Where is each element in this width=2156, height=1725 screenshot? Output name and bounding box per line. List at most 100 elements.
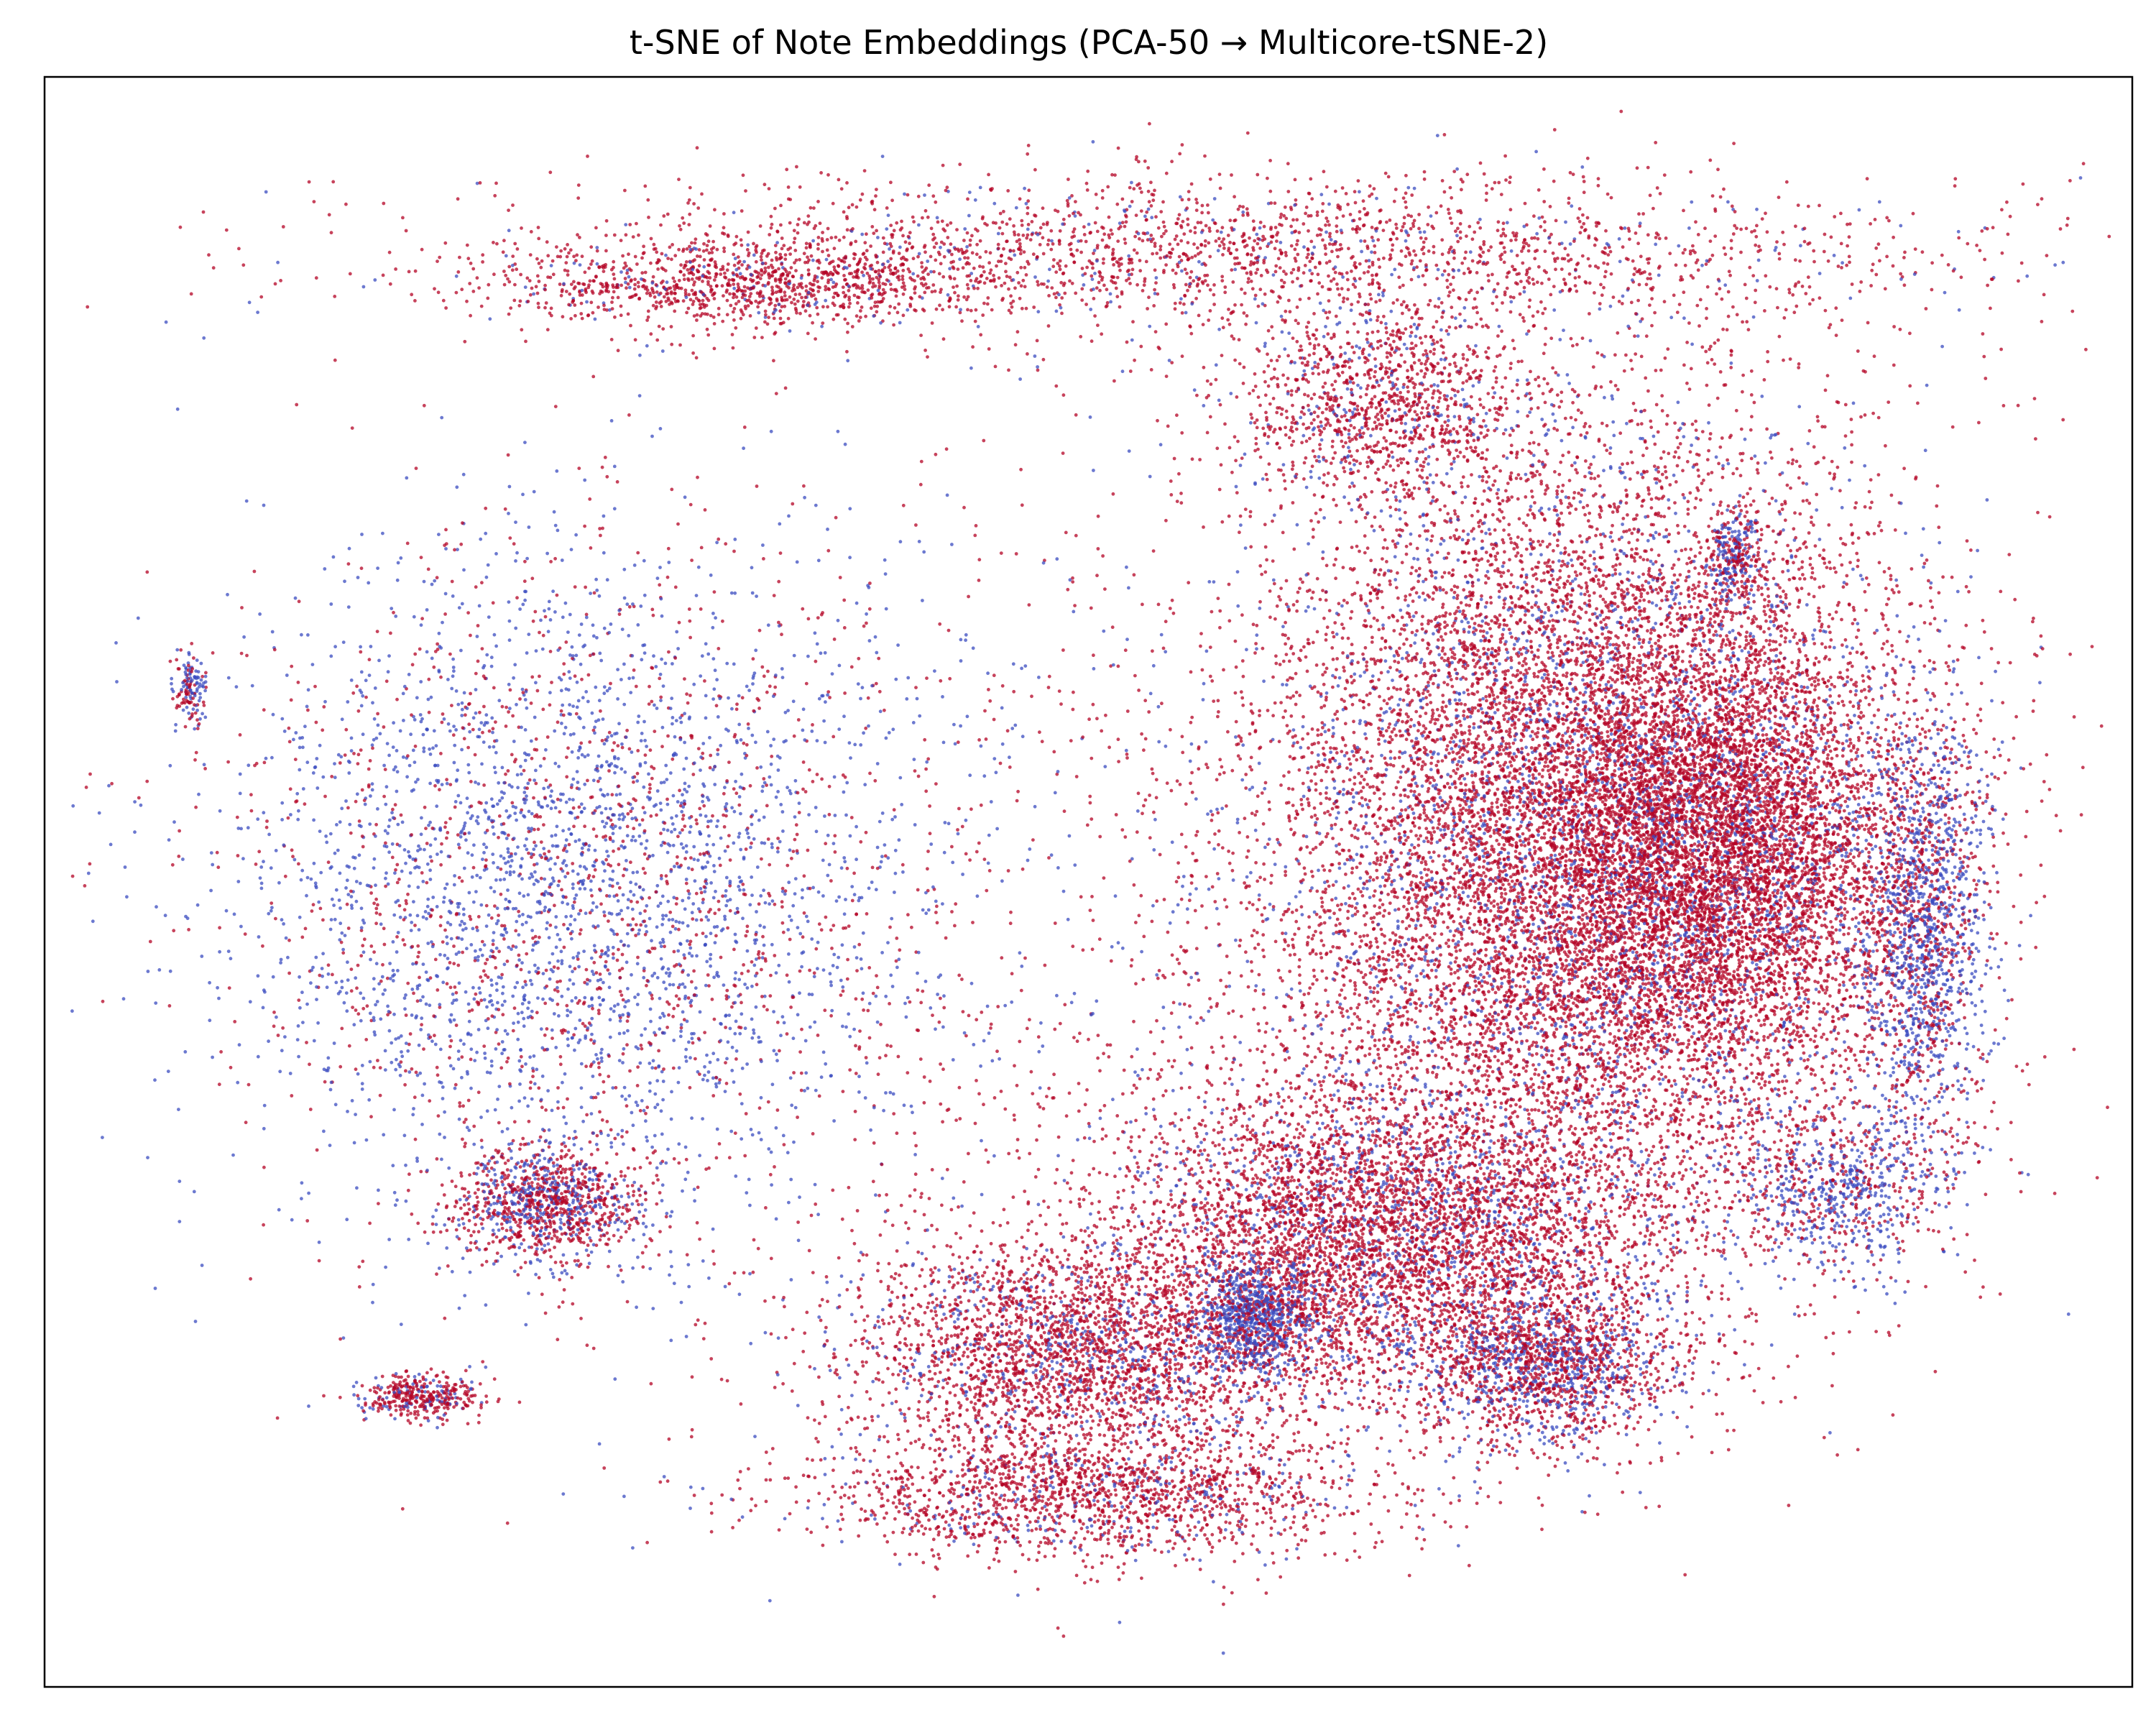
scatter-point — [1471, 349, 1475, 353]
scatter-point — [1412, 361, 1416, 365]
scatter-point — [1389, 373, 1393, 377]
scatter-point — [1415, 327, 1419, 331]
scatter-point — [988, 271, 992, 275]
scatter-point — [836, 313, 840, 317]
scatter-point — [1365, 460, 1369, 464]
scatter-point — [1325, 370, 1330, 374]
scatter-point — [1354, 437, 1358, 441]
scatter-point — [1023, 186, 1026, 190]
scatter-point — [872, 231, 876, 235]
scatter-point — [1723, 283, 1728, 288]
scatter-point — [1582, 180, 1586, 183]
scatter-point — [1465, 379, 1469, 383]
scatter-point — [1183, 267, 1187, 272]
scatter-point — [1440, 440, 1445, 443]
scatter-point — [1840, 505, 1844, 510]
scatter-point — [972, 286, 976, 290]
scatter-point — [1475, 290, 1480, 295]
scatter-point — [1514, 281, 1518, 285]
scatter-point — [571, 298, 576, 303]
scatter-point — [1683, 263, 1687, 267]
scatter-point — [945, 185, 949, 190]
scatter-point — [576, 233, 579, 237]
scatter-point — [1319, 358, 1323, 362]
scatter-point — [978, 185, 982, 190]
scatter-point — [1346, 454, 1350, 458]
scatter-point — [1350, 345, 1355, 349]
scatter-point — [1046, 242, 1050, 247]
scatter-point — [734, 326, 738, 330]
scatter-point — [1284, 433, 1288, 437]
scatter-point — [895, 275, 900, 280]
scatter-point — [1818, 272, 1822, 275]
scatter-point — [433, 287, 436, 291]
scatter-point — [1482, 242, 1486, 247]
scatter-point — [1719, 645, 1723, 649]
scatter-point — [1452, 415, 1457, 419]
scatter-point — [1350, 438, 1355, 441]
scatter-point — [1580, 336, 1585, 340]
scatter-point — [1377, 293, 1381, 297]
scatter-point — [1536, 236, 1540, 241]
scatter-point — [404, 229, 408, 233]
scatter-point — [1136, 231, 1141, 236]
scatter-point — [1414, 312, 1418, 316]
scatter-point — [612, 259, 616, 264]
scatter-point — [712, 297, 717, 300]
scatter-point — [1127, 277, 1131, 281]
scatter-point — [1434, 473, 1439, 477]
scatter-point — [1130, 261, 1134, 264]
scatter-point — [1120, 290, 1124, 294]
scatter-point — [1208, 309, 1212, 313]
scatter-point — [1631, 401, 1636, 405]
scatter-point — [1445, 397, 1449, 402]
scatter-point — [1310, 256, 1314, 260]
scatter-point — [1751, 1080, 1756, 1083]
scatter-point — [1178, 152, 1182, 156]
scatter-point — [1286, 162, 1290, 166]
scatter-point — [1434, 320, 1439, 323]
scatter-point — [1822, 249, 1826, 254]
scatter-point — [1275, 410, 1279, 415]
scatter-point — [923, 349, 927, 352]
scatter-point — [1373, 374, 1376, 379]
scatter-point — [1032, 305, 1036, 309]
scatter-point — [1705, 307, 1709, 310]
scatter-point — [1624, 257, 1628, 261]
scatter-point — [1422, 460, 1426, 464]
scatter-point — [739, 308, 743, 312]
scatter-point — [1176, 242, 1180, 247]
scatter-point — [1501, 346, 1506, 351]
scatter-point — [901, 268, 906, 272]
scatter-point — [1395, 331, 1399, 334]
scatter-point — [770, 285, 774, 290]
scatter-point — [1403, 360, 1407, 364]
scatter-point — [1368, 599, 1373, 603]
scatter-point — [707, 271, 711, 275]
scatter-point — [783, 253, 788, 257]
scatter-point — [734, 267, 739, 272]
scatter-point — [1602, 285, 1606, 290]
scatter-point — [923, 193, 926, 197]
scatter-point — [511, 203, 515, 207]
scatter-point — [1026, 211, 1030, 216]
scatter-point — [985, 302, 990, 306]
scatter-point — [756, 305, 760, 309]
scatter-point — [1484, 411, 1488, 415]
scatter-point — [314, 276, 318, 280]
scatter-point — [1355, 433, 1359, 437]
scatter-point — [1355, 372, 1359, 376]
scatter-point — [1256, 304, 1261, 308]
scatter-point — [1874, 272, 1879, 277]
scatter-point — [790, 300, 793, 305]
scatter-point — [543, 305, 547, 310]
scatter-point — [677, 278, 681, 282]
scatter-point — [709, 247, 714, 252]
scatter-point — [811, 258, 815, 262]
scatter-point — [1442, 190, 1447, 194]
scatter-point — [1537, 459, 1542, 464]
scatter-point — [761, 249, 765, 253]
scatter-point — [1245, 271, 1249, 275]
scatter-point — [1313, 454, 1317, 459]
scatter-point — [1381, 446, 1386, 451]
